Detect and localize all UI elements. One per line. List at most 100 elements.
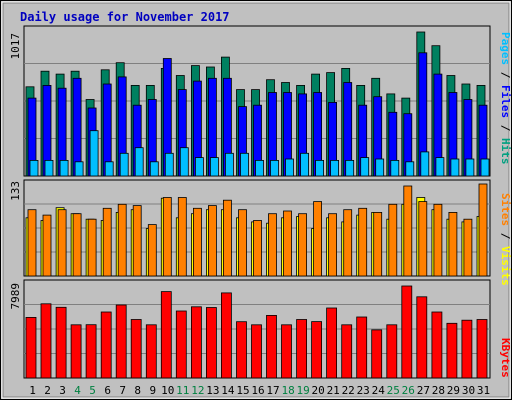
bar-sites-day-8 [132,205,142,277]
x-tick-label: 18 [281,384,294,397]
bar-kbytes-day-5 [85,324,97,379]
bar-pages-day-26 [405,161,415,177]
bar-pages-day-28 [435,157,445,177]
bar-kbytes-day-7 [115,304,127,379]
bar-kbytes-day-26 [401,285,413,379]
bar-sites-day-27 [418,201,428,277]
bar-sites-day-13 [207,205,217,277]
x-tick-label: 8 [134,384,141,397]
panel-kbytes: 7989 KBytes [9,279,512,379]
bar-pages-day-11 [179,147,189,177]
x-tick-label: 22 [342,384,355,397]
x-tick-label: 31 [477,384,490,397]
bar-kbytes-day-23 [356,316,368,379]
bar-sites-day-6 [102,207,112,277]
side-label-visits: Visits [499,246,512,286]
x-tick-label: 12 [191,384,204,397]
bar-kbytes-day-1 [25,316,37,379]
bar-files-day-4 [72,77,82,177]
bar-sites-day-20 [313,201,323,277]
bar-sites-day-19 [298,213,308,277]
bar-sites-day-31 [478,183,488,277]
bar-sites-day-14 [222,199,232,277]
bar-pages-day-8 [134,147,144,177]
side-label-sites: Sites [499,193,512,226]
x-axis-day-labels: 1 2 3 4 5 6 7 8 9 10 11 12 13 14 15 16 17 18 19 20 21 22 23 24 2… [29,384,490,397]
bar-pages-day-24 [375,158,385,177]
bar-kbytes-day-19 [296,319,308,379]
bar-kbytes-day-29 [446,322,458,379]
bar-kbytes-day-25 [386,324,398,379]
bar-kbytes-day-30 [461,319,473,379]
bar-sites-day-25 [388,203,398,277]
bar-pages-day-12 [194,157,204,177]
chart-title: Daily usage for November 2017 [20,10,230,24]
side-label-kbytes: KBytes [499,338,512,378]
bar-sites-day-1 [27,209,37,277]
x-tick-label: 25 [387,384,400,397]
panel-bars [25,183,488,277]
bar-sites-day-7 [117,203,127,277]
bar-pages-day-10 [164,152,174,177]
separator: / [499,226,512,246]
x-tick-label: 6 [104,384,111,397]
bar-kbytes-day-16 [251,324,262,379]
bar-pages-day-9 [149,161,159,177]
bar-kbytes-day-13 [205,307,217,379]
x-tick-label: 11 [176,384,189,397]
bar-pages-day-29 [450,158,460,177]
x-tick-label: 30 [462,384,475,397]
x-tick-label: 28 [432,384,445,397]
panel-bars [25,31,490,177]
bar-sites-day-9 [147,224,157,277]
x-tick-label: 14 [221,384,235,397]
bar-sites-day-30 [463,218,473,277]
x-tick-label: 29 [447,384,460,397]
bar-kbytes-day-17 [266,314,277,379]
side-label-files: Files [499,85,512,118]
x-tick-label: 4 [74,384,81,397]
separator: / [499,118,512,138]
bar-pages-day-1 [29,159,39,177]
bar-sites-day-24 [373,211,383,277]
bar-pages-day-7 [119,152,129,177]
bar-kbytes-day-20 [311,321,323,379]
bar-pages-day-23 [360,157,370,177]
bar-pages-day-13 [209,157,219,177]
bar-kbytes-day-14 [220,292,232,379]
bar-kbytes-day-9 [145,324,157,379]
x-tick-label: 13 [206,384,219,397]
bar-pages-day-27 [420,151,430,177]
bar-sites-day-4 [72,213,82,277]
x-tick-label: 5 [89,384,96,397]
bar-pages-day-31 [480,158,490,177]
x-tick-label: 16 [251,384,264,397]
bar-sites-day-21 [328,213,338,277]
bar-pages-day-17 [270,159,279,177]
x-tick-label: 17 [266,384,279,397]
bar-sites-day-22 [343,209,353,277]
bar-sites-day-16 [253,220,262,277]
bar-kbytes-day-31 [476,319,488,379]
bar-pages-day-19 [300,152,310,177]
bar-pages-day-22 [345,159,355,177]
x-tick-label: 19 [296,384,309,397]
x-tick-label: 3 [59,384,66,397]
bar-sites-day-5 [87,218,97,277]
bar-pages-day-20 [315,159,325,177]
bar-sites-day-10 [162,197,172,277]
bar-pages-day-5 [89,130,99,177]
bar-pages-day-18 [285,158,294,177]
x-tick-label: 15 [236,384,249,397]
bar-kbytes-day-28 [431,311,443,379]
bar-sites-day-3 [57,209,67,277]
separator: / [499,65,512,85]
x-tick-label: 1 [29,384,36,397]
bar-kbytes-day-27 [416,296,428,379]
panel-hits-files-pages: 1017 Pages / Files / Hits [9,25,512,177]
ymax-label: 1017 [9,33,22,60]
x-tick-label: 2 [44,384,51,397]
side-label: Sites / Visits [499,193,512,286]
